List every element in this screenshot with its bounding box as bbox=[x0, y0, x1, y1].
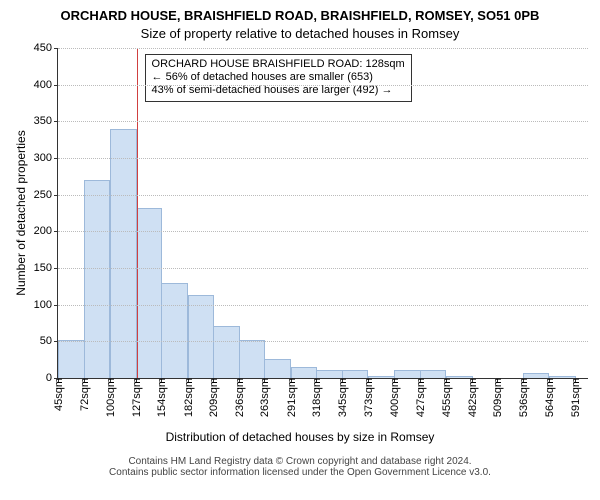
footer-attribution: Contains HM Land Registry data © Crown c… bbox=[0, 456, 600, 478]
gridline bbox=[58, 231, 588, 232]
x-tick-label: 455sqm bbox=[439, 378, 453, 417]
reference-marker-line bbox=[137, 48, 138, 378]
gridline bbox=[58, 48, 588, 49]
y-tick-label: 400 bbox=[34, 79, 58, 91]
histogram-bar bbox=[264, 359, 291, 378]
y-tick-label: 150 bbox=[34, 262, 58, 274]
y-tick-label: 350 bbox=[34, 115, 58, 127]
histogram-bar bbox=[161, 283, 188, 378]
x-tick-label: 509sqm bbox=[490, 378, 504, 417]
x-tick-label: 291sqm bbox=[284, 378, 298, 417]
x-tick-label: 154sqm bbox=[154, 378, 168, 417]
y-axis-label: Number of detached properties bbox=[14, 113, 28, 313]
annotation-line1: ORCHARD HOUSE BRAISHFIELD ROAD: 128sqm bbox=[152, 58, 405, 71]
x-tick-label: 318sqm bbox=[309, 378, 323, 417]
gridline bbox=[58, 121, 588, 122]
x-tick-label: 345sqm bbox=[335, 378, 349, 417]
x-tick-label: 591sqm bbox=[568, 378, 582, 417]
footer-line2: Contains public sector information licen… bbox=[0, 467, 600, 478]
gridline bbox=[58, 268, 588, 269]
annotation-line2: ← 56% of detached houses are smaller (65… bbox=[152, 71, 405, 84]
x-tick-label: 400sqm bbox=[387, 378, 401, 417]
x-tick-label: 127sqm bbox=[129, 378, 143, 417]
y-tick-label: 200 bbox=[34, 225, 58, 237]
x-tick-label: 536sqm bbox=[516, 378, 530, 417]
x-tick-label: 482sqm bbox=[465, 378, 479, 417]
histogram-bar bbox=[239, 340, 266, 378]
x-tick-label: 100sqm bbox=[103, 378, 117, 417]
annotation-line3: 43% of semi-detached houses are larger (… bbox=[152, 84, 405, 97]
histogram-bar bbox=[136, 208, 163, 378]
y-tick-label: 250 bbox=[34, 189, 58, 201]
gridline bbox=[58, 195, 588, 196]
y-tick-label: 450 bbox=[34, 42, 58, 54]
x-tick-label: 182sqm bbox=[181, 378, 195, 417]
x-tick-label: 209sqm bbox=[206, 378, 220, 417]
chart-title-line2: Size of property relative to detached ho… bbox=[0, 26, 600, 41]
x-tick-label: 72sqm bbox=[77, 378, 91, 411]
gridline bbox=[58, 85, 588, 86]
y-tick-label: 100 bbox=[34, 299, 58, 311]
histogram-bar bbox=[58, 340, 85, 378]
histogram-bar bbox=[342, 370, 369, 378]
x-tick-label: 263sqm bbox=[257, 378, 271, 417]
histogram-bar bbox=[394, 370, 421, 378]
histogram-bar bbox=[420, 370, 447, 378]
gridline bbox=[58, 305, 588, 306]
histogram-bar bbox=[291, 367, 318, 378]
histogram-bar bbox=[316, 370, 343, 378]
footer-line1: Contains HM Land Registry data © Crown c… bbox=[0, 456, 600, 467]
x-tick-label: 427sqm bbox=[413, 378, 427, 417]
annotation-box: ORCHARD HOUSE BRAISHFIELD ROAD: 128sqm ←… bbox=[145, 54, 412, 102]
histogram-bar bbox=[84, 180, 111, 378]
x-axis-label: Distribution of detached houses by size … bbox=[0, 430, 600, 444]
x-tick-label: 236sqm bbox=[232, 378, 246, 417]
x-tick-label: 45sqm bbox=[51, 378, 65, 411]
gridline bbox=[58, 341, 588, 342]
plot-area: ORCHARD HOUSE BRAISHFIELD ROAD: 128sqm ←… bbox=[57, 48, 588, 379]
x-tick-label: 373sqm bbox=[361, 378, 375, 417]
x-tick-label: 564sqm bbox=[542, 378, 556, 417]
y-tick-label: 300 bbox=[34, 152, 58, 164]
chart-title-line1: ORCHARD HOUSE, BRAISHFIELD ROAD, BRAISHF… bbox=[0, 8, 600, 23]
y-tick-label: 50 bbox=[40, 335, 58, 347]
gridline bbox=[58, 158, 588, 159]
histogram-bar bbox=[188, 295, 215, 378]
histogram-bar bbox=[213, 326, 240, 378]
